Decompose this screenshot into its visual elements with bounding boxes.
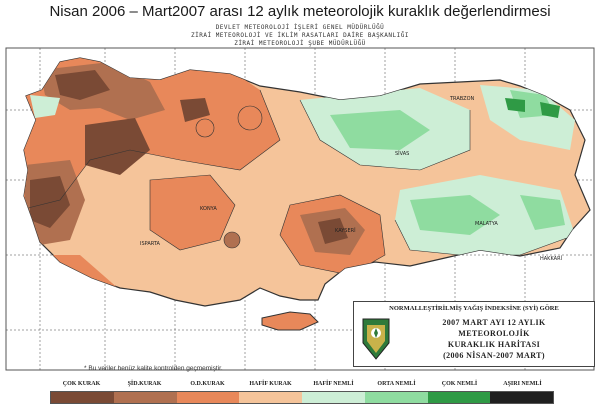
scale-swatch	[176, 392, 240, 403]
legend-box: NORMALLEŞTİRİLMİŞ YAĞIŞ İNDEKSİNE (SYİ) …	[353, 301, 595, 367]
institution-line-1: DEVLET METEOROLOJİ İŞLERİ GENEL MÜDÜRLÜĞ…	[215, 24, 385, 31]
scale-label: HAFİF NEMLİ	[313, 381, 354, 387]
place-labels: KONYA SİVAS MALATYA ISPARTA HAKKARİ TRAB…	[140, 96, 562, 262]
svg-text:KONYA: KONYA	[200, 206, 217, 212]
page-title: Nisan 2006 – Mart2007 arası 12 aylık met…	[49, 3, 551, 20]
scale-swatch	[302, 392, 365, 403]
dmi-emblem-icon	[362, 318, 390, 360]
scale-label: O.D.KURAK	[190, 381, 225, 387]
svg-text:KAYSERİ: KAYSERİ	[335, 227, 356, 234]
svg-text:HAKKARİ: HAKKARİ	[540, 255, 562, 262]
svg-text:SİVAS: SİVAS	[395, 150, 409, 157]
footnote: * Bu veriler henüz kalite kontrolden geç…	[84, 365, 223, 372]
institution-line-3: ZİRAİ METEOROLOJİ ŞUBE MÜDÜRLÜĞÜ	[234, 40, 366, 47]
scale-label: ÇOK NEMLİ	[441, 381, 478, 387]
scale-label: HAFİF KURAK	[249, 381, 292, 387]
svg-text:ISPARTA: ISPARTA	[140, 241, 161, 247]
scale-swatch	[113, 392, 177, 403]
scale-swatch	[490, 392, 553, 403]
scale-labels: ÇOK KURAK ŞİD.KURAK O.D.KURAK HAFİF KURAK HA…	[50, 381, 554, 391]
drought-zones	[24, 58, 575, 300]
scale-label: ŞİD.KURAK	[127, 381, 162, 387]
scale-label: ÇOK KURAK	[62, 381, 101, 387]
scale-label: ORTA NEMLİ	[377, 381, 416, 387]
legend-heading: NORMALLEŞTİRİLMİŞ YAĞIŞ İNDEKSİNE (SYİ) …	[389, 305, 559, 312]
svg-text:TRABZON: TRABZON	[449, 96, 475, 102]
scale-swatch	[427, 392, 491, 403]
legend-line-3: KURAKLIK HARİTASI	[447, 340, 541, 349]
scale-swatch	[364, 392, 428, 403]
scale-swatch	[51, 392, 114, 403]
institution-line-2: ZİRAİ METEOROLOJİ VE İKLİM RASATLARI DAİ…	[191, 32, 409, 39]
legend-line-1: 2007 MART AYI 12 AYLIK	[442, 318, 546, 327]
svg-text:MALATYA: MALATYA	[475, 221, 498, 227]
legend-line-2: METEOROLOJİK	[458, 329, 530, 338]
legend-line-4: (2006 NİSAN-2007 MART)	[443, 351, 545, 360]
scale-swatch	[239, 392, 302, 403]
drought-scale-bar	[50, 391, 554, 404]
scale-label: AŞIRI NEMLİ	[503, 381, 542, 387]
map-frame	[5, 47, 595, 371]
cyprus-island	[261, 311, 319, 331]
